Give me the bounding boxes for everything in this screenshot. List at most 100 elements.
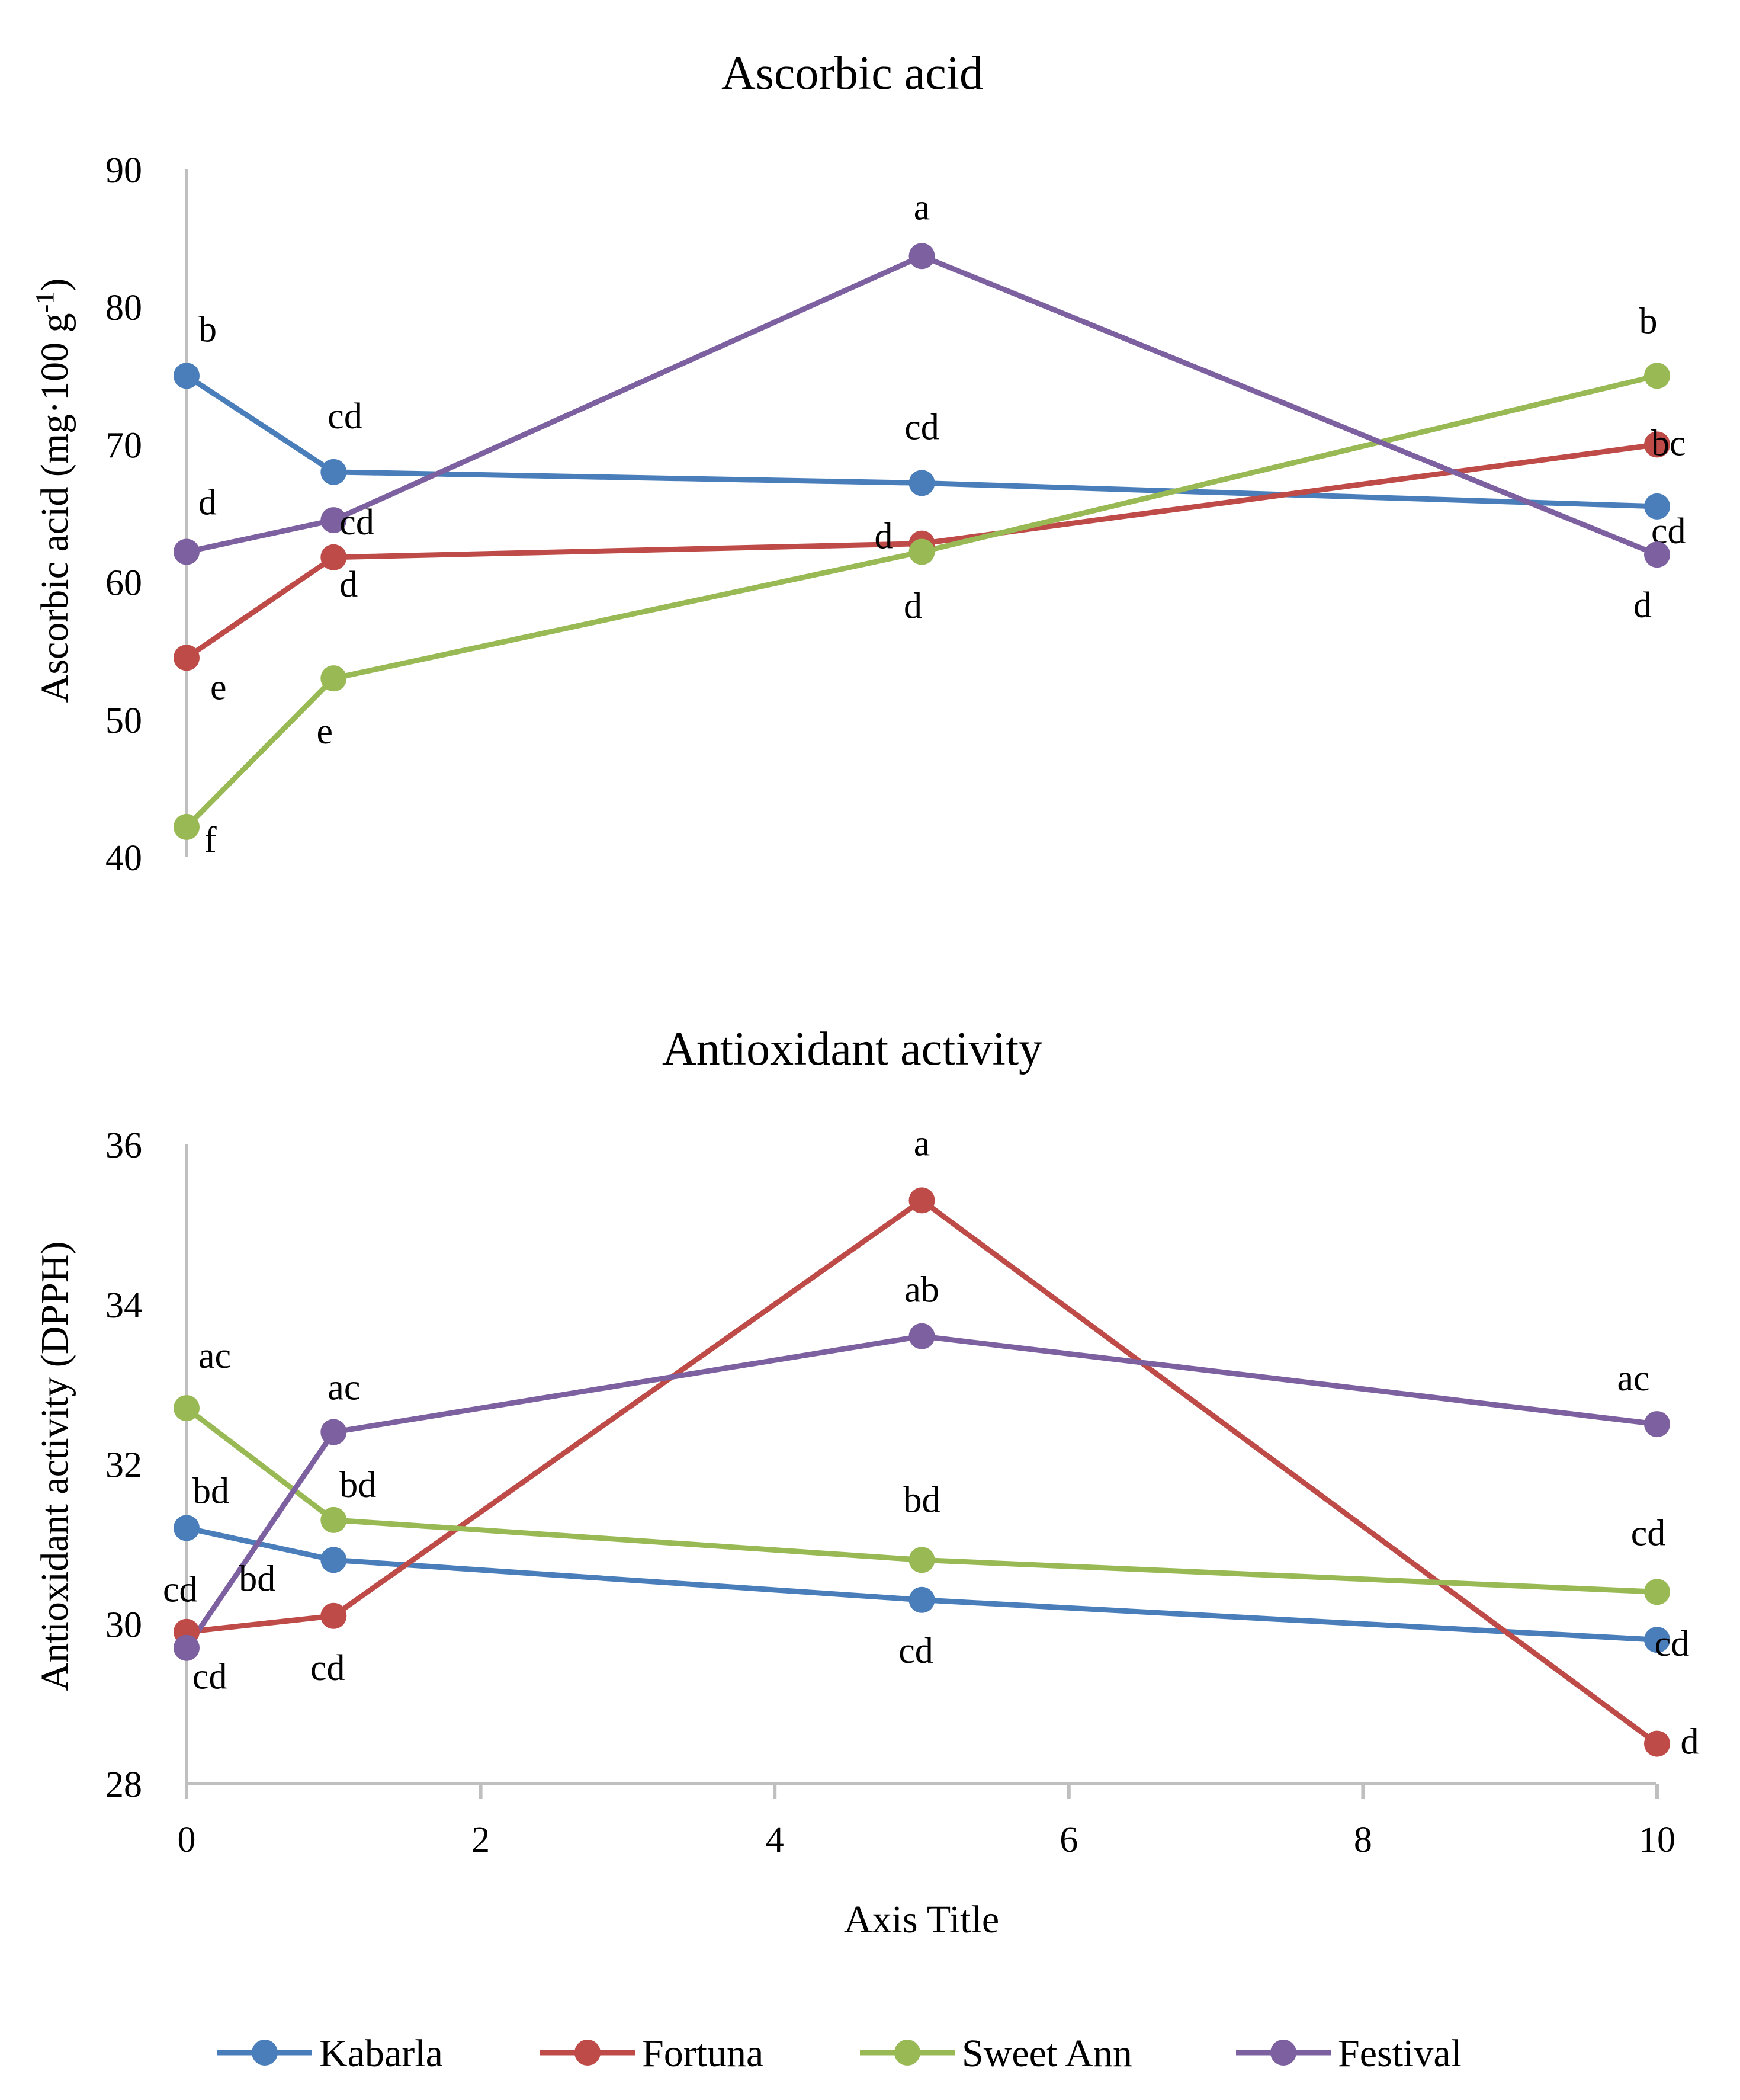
x-tick-label: 10 (1639, 1820, 1675, 1860)
significance-label: b (198, 309, 217, 350)
significance-label: ac (1617, 1358, 1649, 1399)
series-line-fortuna (186, 1197, 1659, 1746)
data-point-fortuna (1644, 431, 1670, 458)
data-point-fortuna (320, 544, 347, 570)
y-axis-label-superscript: -1 (30, 291, 59, 313)
legend-swatch-marker (252, 2040, 278, 2066)
y-tick-label: 70 (105, 425, 142, 466)
data-point-sweet-ann (174, 813, 200, 840)
data-point-festival (1644, 1411, 1670, 1438)
plot-area: bd bd cd cd cd cd a d ac bd bd cd cd ac ab ac (163, 1123, 1699, 1762)
data-point-sweet-ann (908, 538, 935, 565)
chart-title: Antioxidant activity (662, 1023, 1042, 1075)
ascorbic-acid-chart: Ascorbic acid Ascorbic acid (mg·100 g-1)… (30, 47, 1686, 879)
legend-label-festival: Festival (1338, 2032, 1462, 2075)
significance-label: d (875, 517, 893, 557)
y-tick-label: 40 (105, 838, 142, 879)
data-point-festival (1644, 541, 1670, 568)
legend-swatch-marker (1270, 2040, 1296, 2066)
y-tick-label: 90 (105, 150, 142, 191)
data-point-sweet-ann (320, 1506, 347, 1533)
y-tick-label: 36 (105, 1126, 142, 1166)
x-tick-label: 6 (1060, 1820, 1078, 1860)
data-point-festival (320, 1419, 347, 1445)
data-point-fortuna (174, 645, 200, 671)
y-axis-label: Antioxidant activity (DPPH) (33, 1242, 76, 1691)
data-point-festival (174, 538, 200, 565)
antioxidant-activity-chart: Antioxidant activity Antioxidant activit… (33, 1023, 1699, 1941)
significance-label: cd (192, 1657, 227, 1697)
significance-label: f (204, 820, 217, 860)
series-line-festival (186, 253, 1658, 557)
legend-swatch-marker (574, 2040, 601, 2066)
legend: Kabarla Fortuna Sweet Ann Festival (217, 2032, 1462, 2075)
significance-label: bd (339, 1465, 376, 1505)
data-point-fortuna (320, 1602, 347, 1629)
legend-swatch-marker (894, 2040, 920, 2066)
data-point-kabarla (320, 1547, 347, 1573)
x-tick-label: 8 (1354, 1820, 1372, 1860)
y-axis-label-text: Ascorbic acid (mg·100 g (33, 313, 76, 703)
y-tick-label: 30 (105, 1605, 142, 1645)
y-tick-labels: 28 30 32 34 36 (105, 1126, 142, 1805)
significance-label: cd (339, 502, 374, 543)
data-point-kabarla (1644, 493, 1670, 520)
legend-label-kabarla: Kabarla (319, 2032, 443, 2075)
significance-label: cd (1655, 1624, 1690, 1664)
significance-label: bd (239, 1559, 275, 1599)
chart-title: Ascorbic acid (721, 47, 983, 100)
data-point-festival (908, 1323, 935, 1349)
y-tick-label: 50 (105, 701, 142, 741)
significance-label: cd (904, 407, 939, 447)
significance-label: cd (163, 1570, 198, 1610)
significance-label: bd (192, 1471, 229, 1511)
significance-label: cd (328, 396, 362, 437)
data-point-sweet-ann (1644, 363, 1670, 389)
significance-label: a (914, 187, 930, 227)
significance-label: cd (898, 1631, 933, 1671)
significance-label: b (1639, 301, 1658, 341)
significance-label: ac (328, 1368, 360, 1408)
y-axis-label-close: ) (33, 278, 76, 291)
data-point-festival (320, 507, 347, 534)
series-line-fortuna (185, 441, 1658, 661)
data-point-fortuna (908, 1187, 935, 1214)
data-point-kabarla (174, 1515, 200, 1541)
data-point-kabarla (1644, 1627, 1670, 1653)
legend-label-sweet-ann: Sweet Ann (962, 2032, 1132, 2075)
x-axis-label: Axis Title (844, 1898, 999, 1941)
y-tick-label: 32 (105, 1445, 142, 1486)
data-point-sweet-ann (320, 665, 347, 692)
y-tick-label: 34 (105, 1285, 142, 1326)
data-point-festival (908, 243, 935, 270)
significance-label: cd (1631, 1513, 1666, 1553)
significance-label: d (198, 483, 217, 523)
data-point-kabarla (908, 470, 935, 496)
y-axis-label: Ascorbic acid (mg·100 g-1) (30, 278, 76, 703)
significance-label: d (904, 586, 922, 627)
significance-label: bd (904, 1480, 940, 1520)
series-line-sweet-ann (185, 1406, 1658, 1595)
y-tick-label: 60 (105, 563, 142, 604)
significance-label: d (1681, 1722, 1699, 1762)
x-ticks: 0 2 4 6 8 10 (178, 1784, 1675, 1860)
data-point-kabarla (908, 1586, 935, 1613)
data-point-fortuna (1644, 1730, 1670, 1757)
significance-label: bc (1651, 423, 1686, 463)
significance-label: e (210, 667, 227, 707)
data-point-sweet-ann (1644, 1579, 1670, 1605)
significance-label: a (914, 1123, 930, 1163)
significance-label: d (339, 565, 358, 605)
series-line-festival (184, 1333, 1658, 1650)
x-tick-label: 0 (178, 1820, 196, 1860)
x-tick-label: 4 (766, 1820, 784, 1860)
significance-label: d (1633, 585, 1652, 626)
significance-label: ac (198, 1336, 231, 1376)
data-point-sweet-ann (174, 1395, 200, 1422)
significance-label: ab (904, 1270, 939, 1310)
legend-label-fortuna: Fortuna (642, 2032, 763, 2075)
significance-label: e (317, 711, 333, 752)
data-point-festival (174, 1634, 200, 1661)
